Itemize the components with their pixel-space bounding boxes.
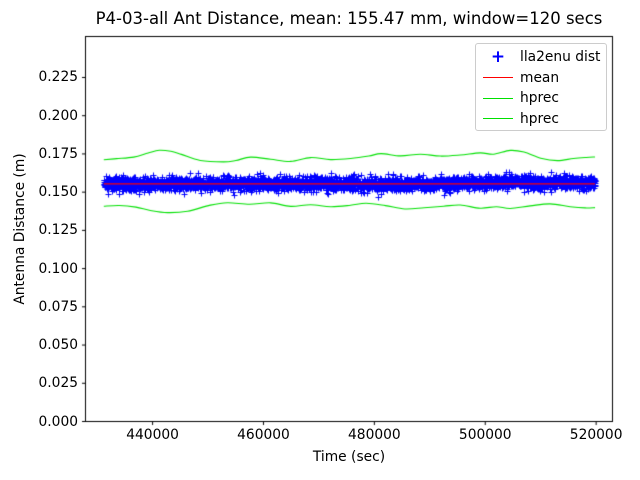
y-tick-label: 0.175 bbox=[38, 145, 79, 162]
y-tick-label: 0.025 bbox=[38, 375, 79, 392]
plus-marker-icon: + bbox=[490, 46, 506, 67]
y-tick-label: 0.225 bbox=[38, 69, 79, 86]
legend-label: hprec bbox=[520, 110, 559, 127]
legend-item-lla2enu-dist: + lla2enu dist bbox=[476, 47, 606, 68]
y-tick-label: 0.000 bbox=[38, 413, 79, 430]
y-tick-label: 0.050 bbox=[38, 337, 79, 354]
hprec-line-swatch bbox=[476, 118, 520, 120]
chart-title: P4-03-all Ant Distance, mean: 155.47 mm,… bbox=[95, 9, 603, 28]
legend-item-hprec-upper: hprec bbox=[476, 88, 606, 109]
x-axis-label: Time (sec) bbox=[312, 449, 386, 465]
legend-label: hprec bbox=[520, 90, 559, 107]
legend-label: mean bbox=[520, 69, 560, 86]
legend-label: lla2enu dist bbox=[520, 49, 601, 66]
y-tick-label: 0.100 bbox=[38, 260, 79, 277]
y-tick-label: 0.075 bbox=[38, 298, 79, 315]
legend: + lla2enu dist mean hprec hprec bbox=[475, 43, 607, 131]
legend-item-hprec-lower: hprec bbox=[476, 109, 606, 130]
hprec-line-swatch bbox=[476, 97, 520, 99]
x-tick-label: 520000 bbox=[569, 427, 623, 443]
y-tick-label: 0.125 bbox=[38, 222, 79, 239]
legend-item-mean: mean bbox=[476, 68, 606, 89]
x-tick-label: 480000 bbox=[348, 427, 401, 443]
y-tick-label: 0.150 bbox=[38, 184, 79, 201]
mean-line-swatch bbox=[476, 77, 520, 79]
x-tick-label: 500000 bbox=[458, 427, 512, 443]
x-tick-label: 460000 bbox=[237, 427, 290, 443]
y-tick-label: 0.200 bbox=[38, 107, 79, 124]
x-tick-label: 440000 bbox=[126, 427, 179, 443]
